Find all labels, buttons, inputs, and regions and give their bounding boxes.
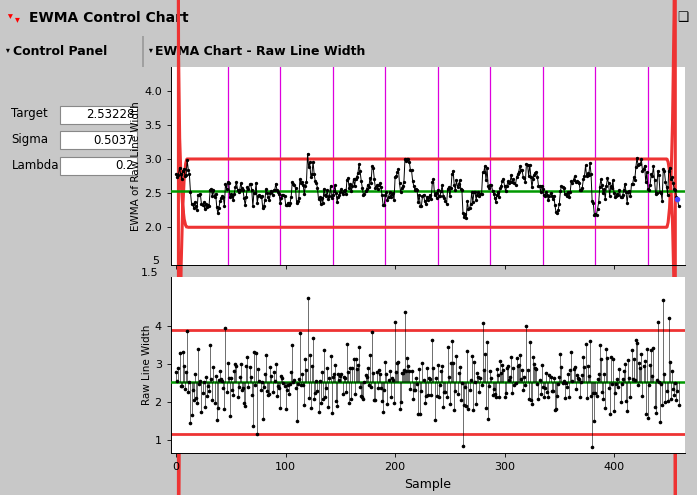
Text: 0.2: 0.2 — [116, 159, 135, 172]
FancyBboxPatch shape — [60, 106, 137, 124]
Text: 2.53228: 2.53228 — [86, 108, 135, 121]
Text: 5: 5 — [152, 256, 159, 266]
Text: ◂: ◂ — [146, 48, 155, 52]
FancyBboxPatch shape — [60, 157, 137, 175]
Y-axis label: EWMA of Raw Line Width: EWMA of Raw Line Width — [131, 101, 141, 231]
Text: Sigma: Sigma — [11, 133, 48, 146]
Text: ▾: ▾ — [15, 14, 20, 25]
Text: Control Panel: Control Panel — [13, 45, 107, 58]
FancyBboxPatch shape — [60, 132, 137, 149]
Text: ◂: ◂ — [6, 13, 15, 18]
X-axis label: Sample: Sample — [404, 478, 452, 491]
Text: 0.5037: 0.5037 — [93, 134, 135, 147]
Text: ❑: ❑ — [677, 11, 689, 24]
Text: 1.5: 1.5 — [141, 268, 159, 278]
Text: EWMA Control Chart: EWMA Control Chart — [29, 11, 189, 25]
Text: Lambda: Lambda — [11, 159, 59, 172]
Text: Target: Target — [11, 107, 48, 120]
Y-axis label: Raw Line Width: Raw Line Width — [141, 325, 152, 405]
Text: ◂: ◂ — [3, 48, 13, 52]
Text: EWMA Chart - Raw Line Width: EWMA Chart - Raw Line Width — [155, 45, 365, 58]
